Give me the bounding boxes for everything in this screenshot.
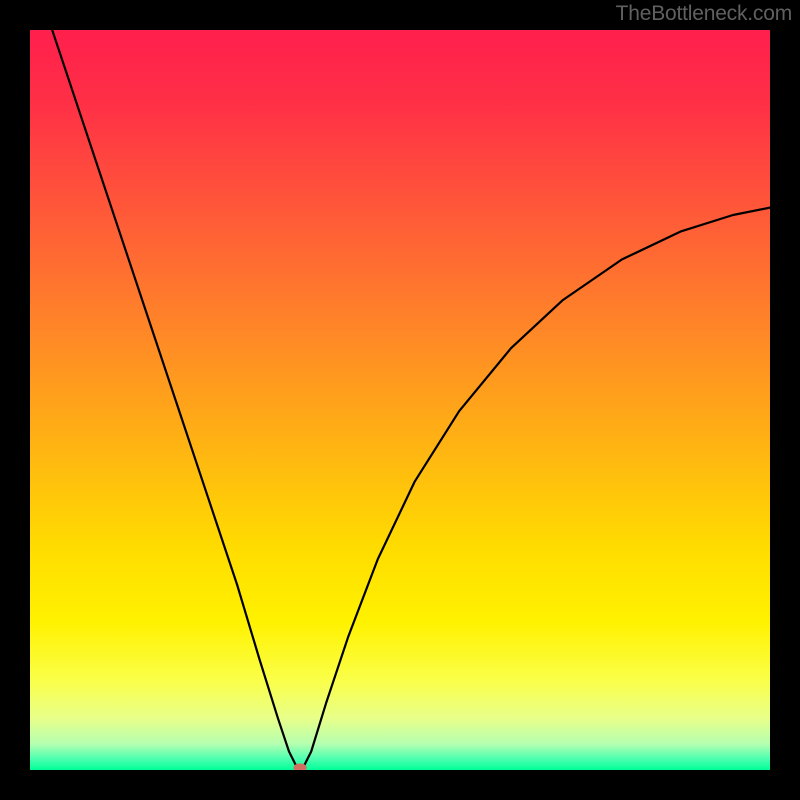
chart-container: TheBottleneck.com [0,0,800,800]
bottleneck-curve-chart [30,30,770,770]
watermark-text: TheBottleneck.com [616,2,792,26]
chart-background [30,30,770,770]
plot-area [30,30,770,770]
